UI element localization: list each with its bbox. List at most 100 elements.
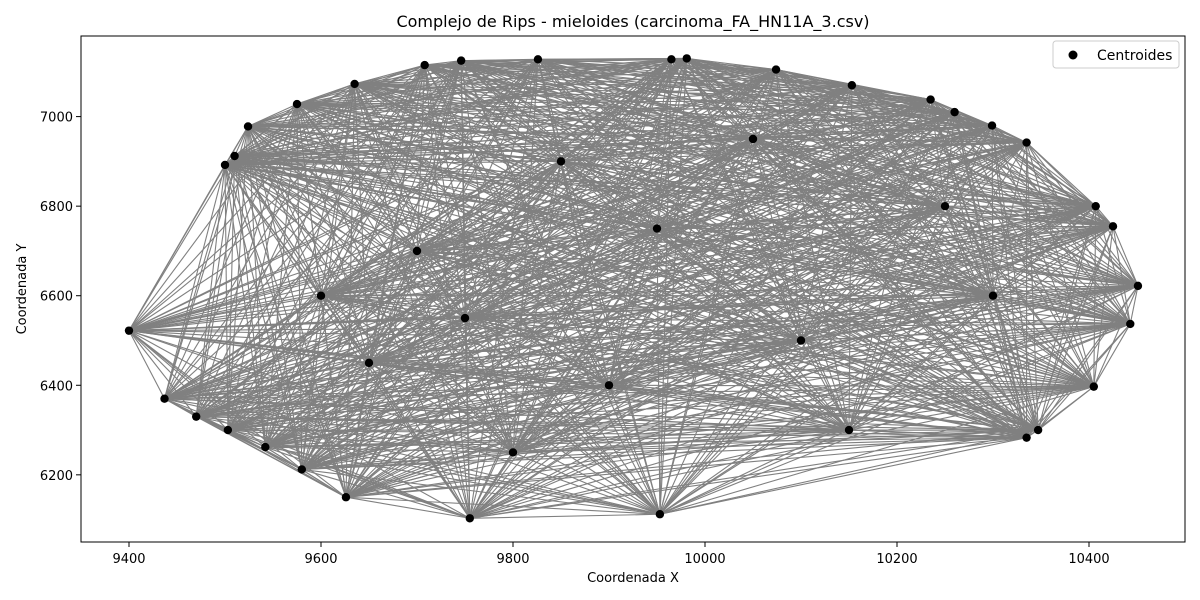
- rips-edge: [656, 59, 672, 229]
- rips-edge: [656, 138, 754, 229]
- centroid-point: [533, 55, 543, 64]
- rips-edge: [670, 59, 850, 431]
- rips-edge: [416, 250, 610, 386]
- rips-edge: [775, 69, 946, 207]
- rips-edge: [296, 103, 946, 207]
- rips-edge: [301, 228, 658, 470]
- rips-edge: [320, 60, 462, 296]
- rips-edge: [368, 362, 661, 515]
- rips-edge: [992, 205, 1097, 297]
- rips-edge: [800, 142, 1027, 341]
- rips-edge: [512, 59, 539, 453]
- rips-edge: [416, 250, 850, 431]
- rips-edge: [320, 84, 853, 297]
- centroid-point: [652, 224, 662, 233]
- centroid-point: [950, 107, 959, 117]
- x-tick-label: 9800: [496, 552, 529, 567]
- rips-edge: [671, 58, 946, 207]
- rips-edge: [248, 125, 754, 140]
- rips-edge: [752, 138, 802, 341]
- x-tick-label: 10000: [684, 552, 725, 567]
- rips-edge: [354, 83, 850, 431]
- rips-edge: [296, 103, 322, 296]
- rips-edge: [848, 225, 1114, 431]
- rips-edge: [320, 295, 347, 498]
- rips-edge: [234, 58, 539, 157]
- rips-edge: [512, 161, 562, 453]
- rips-edge: [296, 103, 562, 162]
- rips-edge: [296, 103, 466, 319]
- rips-edge: [560, 160, 946, 207]
- rips-edge: [296, 103, 610, 386]
- rips-edge: [464, 205, 946, 319]
- rips-edge: [320, 295, 514, 453]
- rips-edge: [416, 250, 1138, 287]
- rips-edge: [944, 205, 1114, 227]
- rips-edge: [512, 429, 850, 453]
- centroid-point: [987, 121, 997, 130]
- rips-edge: [512, 285, 1139, 453]
- rips-edge: [851, 84, 946, 207]
- rips-edge: [464, 142, 1027, 319]
- rips-edge: [354, 83, 471, 519]
- rips-edge: [234, 126, 249, 157]
- rips-edge: [464, 138, 754, 319]
- rips-edge: [461, 60, 946, 207]
- centroid-point: [556, 157, 566, 166]
- rips-edge: [800, 339, 1039, 431]
- rips-edge: [1093, 323, 1131, 387]
- centroid-point: [412, 246, 422, 256]
- rips-edge: [659, 205, 1097, 515]
- rips-edge: [368, 205, 946, 364]
- rips-edge: [416, 250, 994, 297]
- rips-edge: [460, 60, 994, 297]
- rips-edge: [992, 142, 1028, 296]
- rips-edge: [320, 57, 688, 297]
- centroid-point: [508, 448, 518, 457]
- rips-edge: [234, 155, 303, 470]
- rips-edge: [416, 142, 1027, 252]
- rips-edge: [234, 155, 610, 386]
- rips-edge: [416, 250, 1131, 325]
- rips-edge: [354, 83, 562, 162]
- rips-edge: [224, 164, 610, 386]
- rips-edge: [368, 138, 754, 364]
- rips-edge: [234, 155, 347, 498]
- y-tick-label: 6400: [40, 379, 73, 394]
- rips-edge: [537, 58, 754, 140]
- rips-edge: [224, 164, 466, 319]
- rips-edge: [345, 250, 418, 498]
- rips-edge: [320, 160, 562, 297]
- rips-edge: [671, 58, 754, 140]
- centroid-point: [220, 160, 230, 170]
- rips-edge: [128, 155, 236, 331]
- rips-edge: [954, 112, 994, 296]
- rips-edge: [196, 317, 466, 418]
- rips-edge: [247, 126, 466, 319]
- rips-edge: [224, 64, 425, 166]
- rips-edge: [301, 285, 1139, 470]
- rips-edge: [320, 228, 658, 297]
- rips-edge: [247, 125, 994, 297]
- legend-marker: [1068, 50, 1078, 60]
- rips-edge: [224, 164, 347, 498]
- rips-edge: [296, 103, 658, 230]
- rips-edge: [848, 205, 1097, 431]
- rips-edge: [608, 111, 955, 386]
- rips-edge: [954, 112, 1028, 438]
- rips-edge: [234, 138, 754, 157]
- rips-edge: [368, 225, 1114, 364]
- rips-edge: [368, 362, 1027, 439]
- centroid-point: [682, 54, 691, 63]
- rips-edge: [464, 295, 994, 319]
- rips-edge: [512, 386, 1094, 453]
- rips-edge: [944, 125, 993, 207]
- rips-edge: [752, 138, 1027, 144]
- rips-edge: [686, 57, 946, 207]
- y-tick-label: 6600: [40, 290, 73, 305]
- rips-edge: [560, 161, 610, 386]
- rips-edge: [195, 164, 226, 417]
- centroid-point: [926, 95, 935, 104]
- rips-edge: [224, 164, 802, 342]
